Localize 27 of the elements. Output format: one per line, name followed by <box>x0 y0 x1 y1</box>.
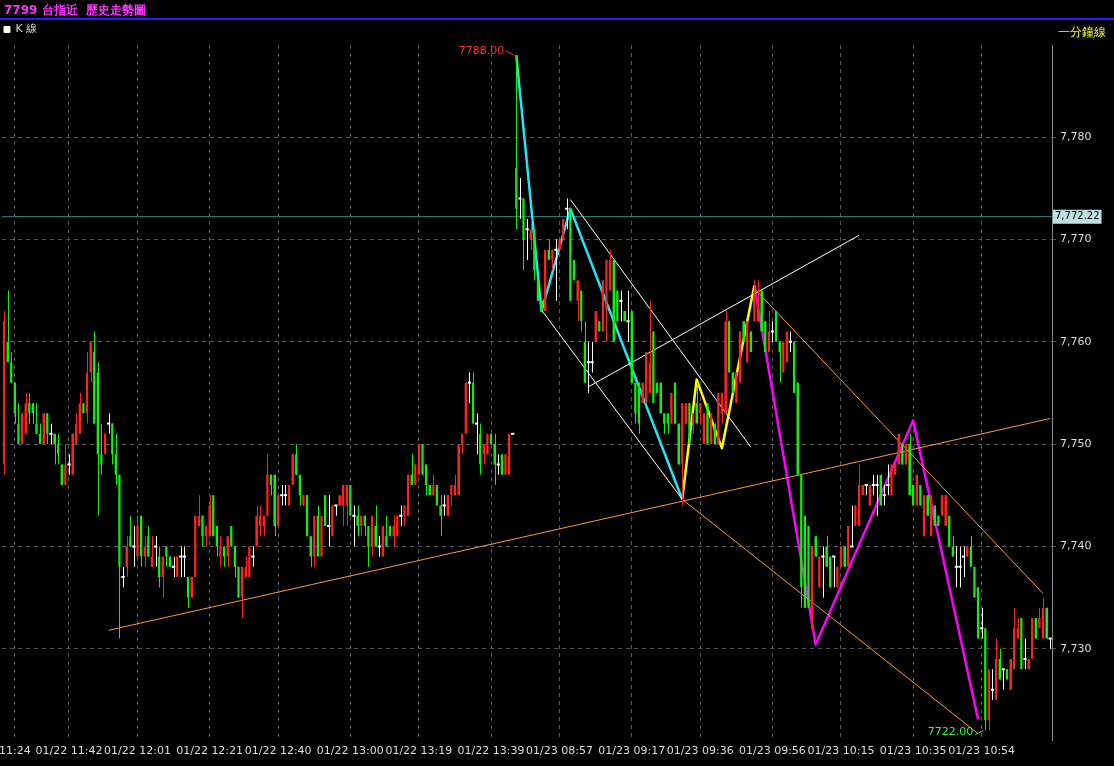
x-tick-label: 11:24 <box>0 744 31 758</box>
x-tick-label: 01/22 13:00 <box>316 744 384 758</box>
y-tick-label: 7,770 <box>1060 232 1092 246</box>
x-tick-label: 01/22 12:21 <box>176 744 244 758</box>
ref-line-label: 7,772.22 <box>1055 210 1100 222</box>
legend-label: K 線 <box>15 22 38 36</box>
x-tick-label: 01/23 09:56 <box>738 744 806 758</box>
x-tick-label: 01/22 12:40 <box>244 744 312 758</box>
x-tick-label: 01/23 10:54 <box>948 744 1016 758</box>
x-tick-label: 01/23 10:35 <box>879 744 947 758</box>
x-tick-label: 01/22 11:42 <box>35 744 103 758</box>
y-tick-label: 7,760 <box>1060 334 1092 348</box>
x-tick-label: 01/22 13:39 <box>457 744 525 758</box>
y-tick-label: 7,750 <box>1060 436 1092 450</box>
x-tick-label: 01/22 13:19 <box>385 744 453 758</box>
x-tick-label: 01/22 12:01 <box>104 744 171 758</box>
x-tick-label: 01/23 09:36 <box>666 744 734 758</box>
annotation: 7788.00 <box>458 44 505 58</box>
chart-title: 7799 台指近 歷史走勢圖 <box>4 2 146 19</box>
y-tick-label: 7,780 <box>1060 129 1092 143</box>
text: 一分鐘線 <box>1058 24 1106 41</box>
x-tick-label: 01/23 08:57 <box>526 744 594 758</box>
y-tick-label: 7,740 <box>1060 539 1092 553</box>
x-tick-label: 01/23 09:17 <box>598 744 666 758</box>
y-tick-label: 7,730 <box>1060 641 1092 655</box>
x-tick-label: 01/23 10:15 <box>807 744 875 758</box>
annotation: 7722.00 <box>927 725 974 739</box>
